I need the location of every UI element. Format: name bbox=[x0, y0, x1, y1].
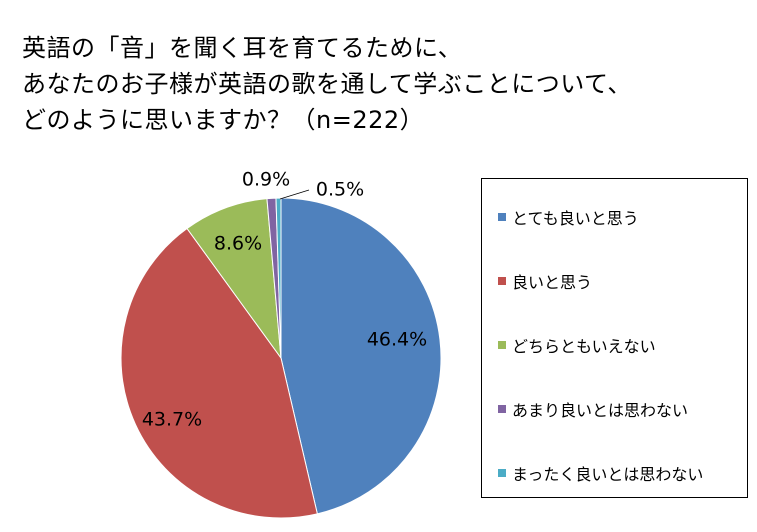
legend-item-3: どちらともいえない bbox=[498, 333, 656, 357]
pie-slice-5 bbox=[275, 197, 282, 359]
legend-swatch-4 bbox=[498, 405, 506, 413]
legend-label-3: どちらともいえない bbox=[512, 337, 656, 356]
legend-item-1: とても良いと思う bbox=[498, 205, 639, 229]
data-label-2: 43.7% bbox=[142, 409, 202, 431]
chart-title-line-1: 英語の「音」を聞く耳を育てるために、 bbox=[22, 34, 463, 62]
legend-item-4: あまり良いとは思わない bbox=[498, 397, 688, 421]
legend-swatch-2 bbox=[498, 277, 506, 285]
pie-slice-2 bbox=[120, 227, 318, 519]
legend-item-5: まったく良いとは思わない bbox=[498, 461, 703, 485]
data-label-4: 0.9% bbox=[242, 169, 290, 191]
legend-swatch-5 bbox=[498, 469, 506, 477]
chart-title-line-2: あなたのお子様が英語の歌を通して学ぶことについて、 bbox=[22, 70, 632, 98]
chart-title-line-3: どのように思いますか？（n=222） bbox=[22, 106, 425, 134]
chart-title: 英語の「音」を聞く耳を育てるために、 あなたのお子様が英語の歌を通して学ぶことに… bbox=[22, 30, 742, 138]
legend-label-1: とても良いと思う bbox=[512, 209, 639, 228]
legend-label-5: まったく良いとは思わない bbox=[512, 465, 704, 484]
data-label-1: 46.4% bbox=[367, 329, 427, 351]
leader-line-5 bbox=[279, 189, 310, 200]
pie-slice-1 bbox=[280, 197, 442, 515]
chart-legend: とても良いと思う 良いと思う どちらともいえない あまり良いとは思わない まった… bbox=[481, 178, 748, 498]
data-label-5: 0.5% bbox=[316, 179, 364, 201]
legend-swatch-3 bbox=[498, 341, 506, 349]
legend-item-2: 良いと思う bbox=[498, 269, 592, 293]
legend-label-4: あまり良いとは思わない bbox=[512, 401, 689, 420]
legend-label-2: 良いと思う bbox=[512, 273, 593, 292]
pie-slice-3 bbox=[186, 198, 282, 360]
legend-swatch-1 bbox=[498, 213, 506, 221]
data-label-3: 8.6% bbox=[214, 233, 262, 255]
